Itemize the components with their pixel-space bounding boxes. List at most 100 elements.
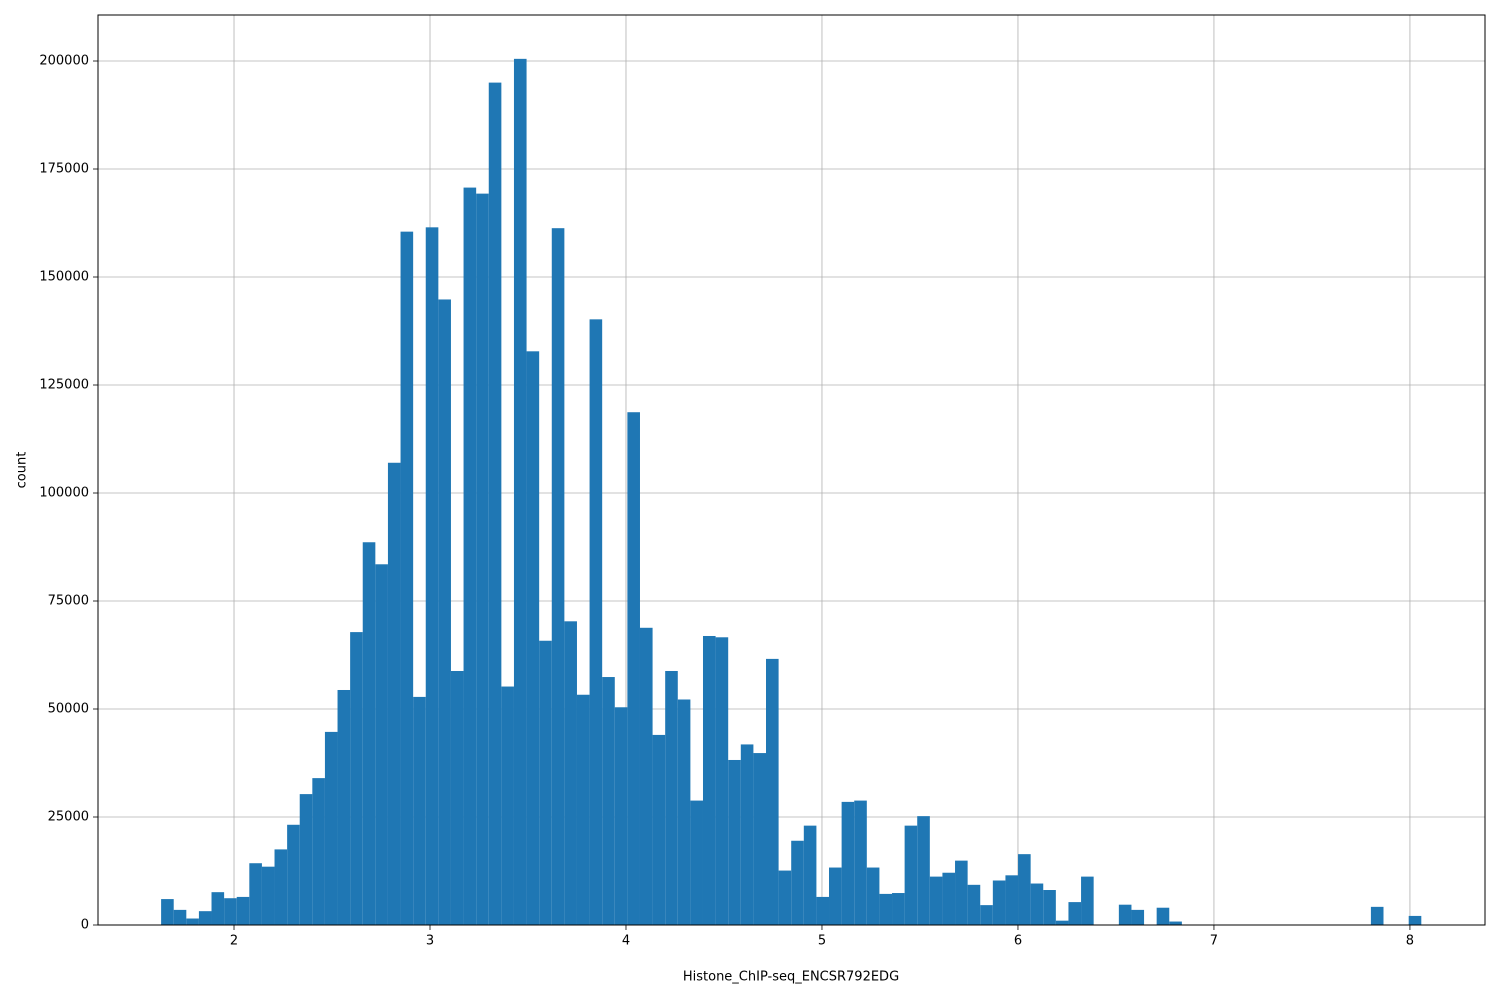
bar [1005,875,1019,925]
bar [1370,906,1384,925]
y-tick-label: 125000 [39,378,89,393]
bar [249,863,262,925]
bar [892,893,905,925]
bar [211,892,225,925]
x-tick-label: 6 [1014,934,1022,949]
bar [488,82,502,925]
bar [602,677,615,925]
bar [1068,902,1082,925]
bar [450,670,464,925]
x-axis-label: Histone_ChIP-seq_ENCSR792EDG [683,970,899,985]
bar [513,58,527,926]
bar [955,860,968,925]
bar [866,867,880,925]
bar [816,896,830,925]
plot-frame [97,14,1486,926]
bar [791,840,804,925]
x-tick-label: 8 [1406,934,1414,949]
bar [753,753,767,925]
bar [702,635,716,925]
bar [299,794,313,925]
bar [362,542,376,925]
bar [186,918,199,925]
bars [161,58,1422,926]
bar [992,880,1006,925]
bar [652,734,666,925]
bar [526,351,540,925]
bar [879,893,893,925]
x-tick-label: 7 [1210,934,1218,949]
bar [413,696,426,925]
bar [778,870,792,925]
bar [1156,907,1170,925]
bar [1131,909,1145,925]
bar [766,658,779,925]
bar [274,849,288,925]
x-tick-label: 5 [818,934,826,949]
bar [337,689,351,925]
bar [665,670,678,925]
bar [438,299,451,926]
bar [929,876,943,925]
bar [350,632,363,925]
bar [161,899,174,925]
bar [980,905,993,925]
bar [287,824,300,925]
bar [1018,854,1031,925]
bar [576,694,590,925]
bar [551,228,565,925]
bar [463,187,477,925]
bar [1030,883,1044,925]
bar [224,898,237,925]
bar [740,744,754,925]
bar [564,621,577,925]
bar [589,319,603,926]
ticks: 2 3 4 5 6 7 8 0 25000 50000 75000 100000 125000 15000… [39,54,1414,949]
bar [173,909,187,925]
bar [1081,876,1094,925]
bar [198,911,212,925]
bar [539,640,552,925]
bar [942,872,956,925]
bar [1408,915,1422,925]
y-tick-label: 25000 [48,810,89,825]
bar [904,825,918,925]
y-tick-label: 150000 [39,270,89,285]
bar [1043,890,1056,925]
bar [312,778,325,925]
y-tick-label: 100000 [39,486,89,501]
bar [614,707,628,925]
bar [476,193,489,925]
y-axis-label: count [15,452,30,489]
bar [917,816,930,925]
x-tick-label: 4 [622,934,630,949]
y-tick-label: 50000 [48,702,89,717]
bar [324,731,338,925]
bar [261,866,275,925]
bar [803,825,817,925]
bar [967,884,981,925]
bar [425,227,439,926]
bar [854,800,867,925]
y-tick-label: 0 [81,918,89,933]
bar [841,801,855,925]
bar [677,699,691,925]
bar [715,637,729,925]
x-tick-label: 2 [230,934,238,949]
bar [690,800,703,925]
bar [236,896,250,925]
x-tick-label: 3 [426,934,434,949]
bar [627,412,640,925]
bar [639,627,653,925]
grid [98,15,1485,926]
y-tick-label: 200000 [39,54,89,69]
y-tick-label: 175000 [39,162,89,177]
bar [387,462,401,925]
bar [400,231,414,925]
bar [829,867,842,925]
y-tick-label: 75000 [48,594,89,609]
bar [375,564,388,925]
bar [1118,904,1132,925]
